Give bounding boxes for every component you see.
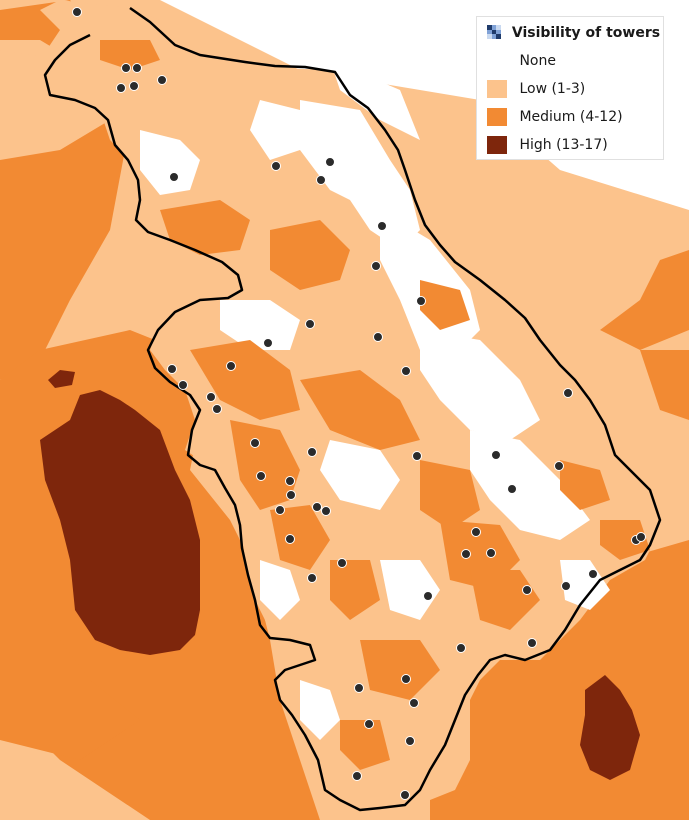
legend-item-none: None	[487, 51, 556, 71]
tower-marker	[325, 157, 335, 167]
tower-marker	[354, 683, 364, 693]
legend-item-high: High (13-17)	[487, 135, 608, 155]
tower-marker	[423, 591, 433, 601]
raster-layer-icon	[487, 25, 501, 39]
legend-swatch-medium	[487, 108, 507, 126]
tower-marker	[491, 450, 501, 460]
tower-marker	[416, 296, 426, 306]
tower-marker	[588, 569, 598, 579]
tower-marker	[275, 505, 285, 515]
tower-marker	[456, 643, 466, 653]
legend-label-high: High (13-17)	[519, 137, 608, 153]
tower-marker	[337, 558, 347, 568]
tower-marker	[286, 490, 296, 500]
tower-marker	[167, 364, 177, 374]
tower-marker	[405, 736, 415, 746]
tower-marker	[321, 506, 331, 516]
tower-marker	[178, 380, 188, 390]
legend: Visibility of towers None Low (1-3) Medi…	[476, 16, 664, 160]
tower-marker	[250, 438, 260, 448]
tower-marker	[307, 573, 317, 583]
tower-marker	[72, 7, 82, 17]
tower-marker	[471, 527, 481, 537]
tower-marker	[401, 366, 411, 376]
legend-swatch-none	[487, 52, 507, 70]
legend-item-low: Low (1-3)	[487, 79, 585, 99]
tower-marker	[285, 476, 295, 486]
tower-marker	[206, 392, 216, 402]
tower-marker	[563, 388, 573, 398]
tower-marker	[352, 771, 362, 781]
tower-marker	[401, 674, 411, 684]
tower-marker	[364, 719, 374, 729]
tower-marker	[371, 261, 381, 271]
tower-marker	[409, 698, 419, 708]
tower-marker	[412, 451, 422, 461]
tower-marker	[129, 81, 139, 91]
legend-label-low: Low (1-3)	[519, 81, 586, 97]
legend-swatch-high	[487, 136, 507, 154]
tower-marker	[554, 461, 564, 471]
study-area	[40, 0, 660, 800]
tower-marker	[312, 502, 322, 512]
tower-marker	[263, 338, 273, 348]
tower-marker	[486, 548, 496, 558]
legend-label-none: None	[519, 53, 556, 69]
tower-marker	[636, 532, 646, 542]
legend-label-medium: Medium (4-12)	[519, 109, 623, 125]
tower-marker	[561, 581, 571, 591]
tower-marker	[226, 361, 236, 371]
legend-swatch-low	[487, 80, 507, 98]
tower-marker	[285, 534, 295, 544]
tower-marker	[316, 175, 326, 185]
tower-marker	[256, 471, 266, 481]
tower-marker	[507, 484, 517, 494]
tower-marker	[157, 75, 167, 85]
legend-title: Visibility of towers	[487, 25, 660, 41]
tower-marker	[400, 790, 410, 800]
tower-marker	[121, 63, 131, 73]
tower-marker	[461, 549, 471, 559]
tower-marker	[212, 404, 222, 414]
tower-marker	[305, 319, 315, 329]
tower-marker	[522, 585, 532, 595]
tower-marker	[307, 447, 317, 457]
tower-marker	[373, 332, 383, 342]
tower-marker	[169, 172, 179, 182]
tower-markers	[72, 7, 646, 800]
legend-item-medium: Medium (4-12)	[487, 107, 623, 127]
tower-marker	[271, 161, 281, 171]
tower-marker	[377, 221, 387, 231]
study-area-boundary	[43, 6, 662, 812]
tower-marker	[116, 83, 126, 93]
tower-marker	[132, 63, 142, 73]
tower-marker	[527, 638, 537, 648]
legend-title-text: Visibility of towers	[511, 25, 661, 41]
